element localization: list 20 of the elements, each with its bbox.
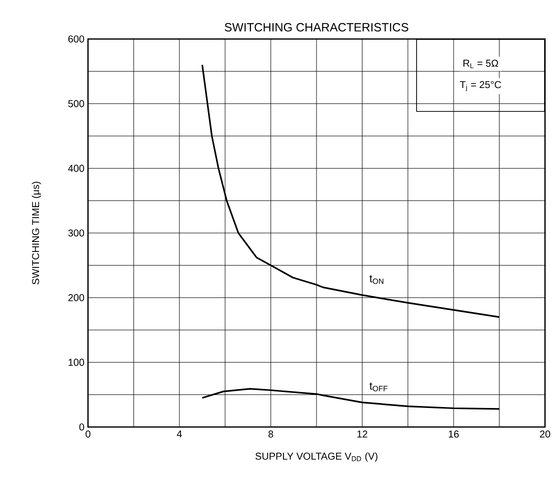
series-label: t$_{OFF}$ — [370, 382, 388, 392]
chart-title: SWITCHING CHARACTERISTICS — [224, 23, 408, 32]
x-tick-label: 4 — [176, 430, 182, 438]
y-axis-title: SWITCHING TIME (μs) — [32, 182, 42, 284]
y-tick-label: 200 — [68, 294, 84, 302]
annotation: R$_{L}$ = 5Ω — [463, 60, 498, 68]
y-tick-label: 600 — [68, 35, 84, 43]
x-tick-label: 12 — [357, 430, 368, 438]
x-tick-label: 20 — [540, 430, 550, 438]
x-tick-label: 8 — [268, 430, 274, 438]
y-tick-label: 500 — [68, 100, 84, 108]
y-tick-label: 400 — [68, 164, 84, 172]
x-axis-title: SUPPLY VOLTAGE V$_{DD}$ (V) — [255, 452, 378, 462]
annotation: T$_{j}$ = 25°C — [460, 81, 502, 92]
x-tick-label: 16 — [448, 430, 459, 438]
y-tick-label: 0 — [79, 423, 84, 431]
x-tick-label: 0 — [86, 430, 90, 438]
y-tick-label: 100 — [68, 358, 84, 366]
y-tick-label: 300 — [68, 229, 84, 237]
series-label: t$_{ON}$ — [370, 275, 384, 284]
